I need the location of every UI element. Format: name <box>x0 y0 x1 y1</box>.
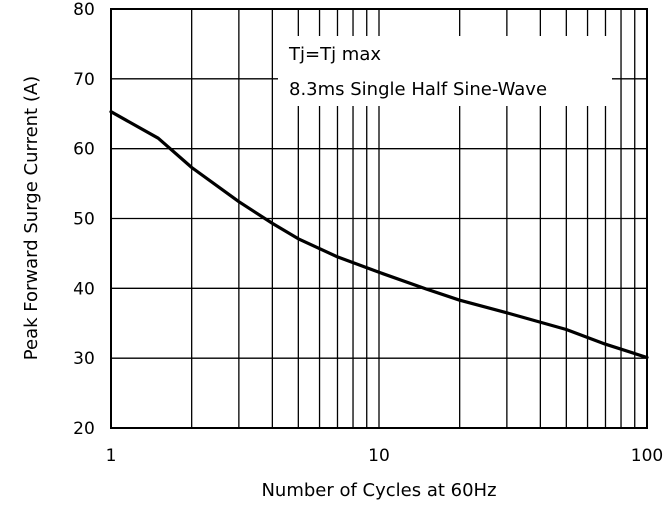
x-axis-title: Number of Cycles at 60Hz <box>261 480 496 501</box>
y-tick-label: 30 <box>73 349 95 369</box>
x-tick-label: 1 <box>106 446 117 466</box>
annotation-line-1: Tj=Tj max <box>288 44 381 65</box>
surge-current-curve <box>109 110 649 360</box>
x-tick-label: 100 <box>631 446 663 466</box>
y-tick-label: 70 <box>73 70 95 90</box>
y-tick-label: 80 <box>73 0 95 20</box>
y-tick-label: 60 <box>73 140 95 160</box>
plot-frame <box>110 8 648 429</box>
y-tick-label: 50 <box>73 210 95 230</box>
tick-label-layer: 1 10 100 20 30 40 50 60 70 80 <box>73 0 663 466</box>
annotation-box <box>278 36 612 106</box>
y-axis-title: Peak Forward Surge Current (A) <box>21 76 42 360</box>
annotation-line-2: 8.3ms Single Half Sine-Wave <box>289 79 547 100</box>
annotation-layer: Tj=Tj max 8.3ms Single Half Sine-Wave <box>278 36 612 106</box>
y-tick-label: 40 <box>73 279 95 299</box>
y-tick-label: 20 <box>73 419 95 439</box>
curve-layer <box>109 110 649 360</box>
x-tick-label: 10 <box>368 446 390 466</box>
